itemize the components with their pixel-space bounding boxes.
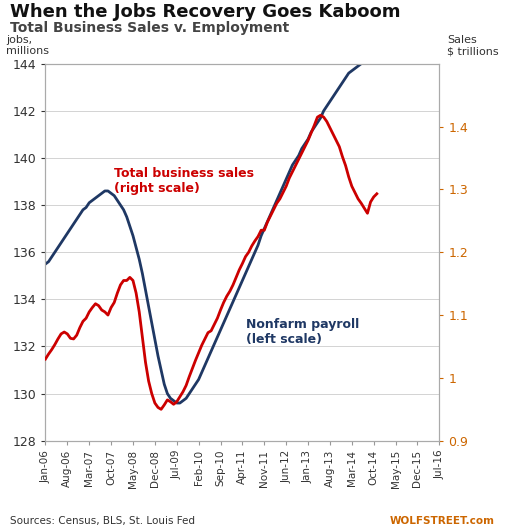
Text: Sales
$ trillions: Sales $ trillions	[447, 35, 499, 56]
Text: jobs,
millions: jobs, millions	[6, 35, 49, 56]
Text: Nonfarm payroll
(left scale): Nonfarm payroll (left scale)	[245, 318, 359, 346]
Text: Total Business Sales v. Employment: Total Business Sales v. Employment	[10, 21, 289, 35]
Text: Total business sales
(right scale): Total business sales (right scale)	[114, 167, 254, 195]
Text: When the Jobs Recovery Goes Kaboom: When the Jobs Recovery Goes Kaboom	[10, 3, 400, 21]
Text: Sources: Census, BLS, St. Louis Fed: Sources: Census, BLS, St. Louis Fed	[10, 516, 195, 526]
Text: WOLFSTREET.com: WOLFSTREET.com	[390, 516, 495, 526]
